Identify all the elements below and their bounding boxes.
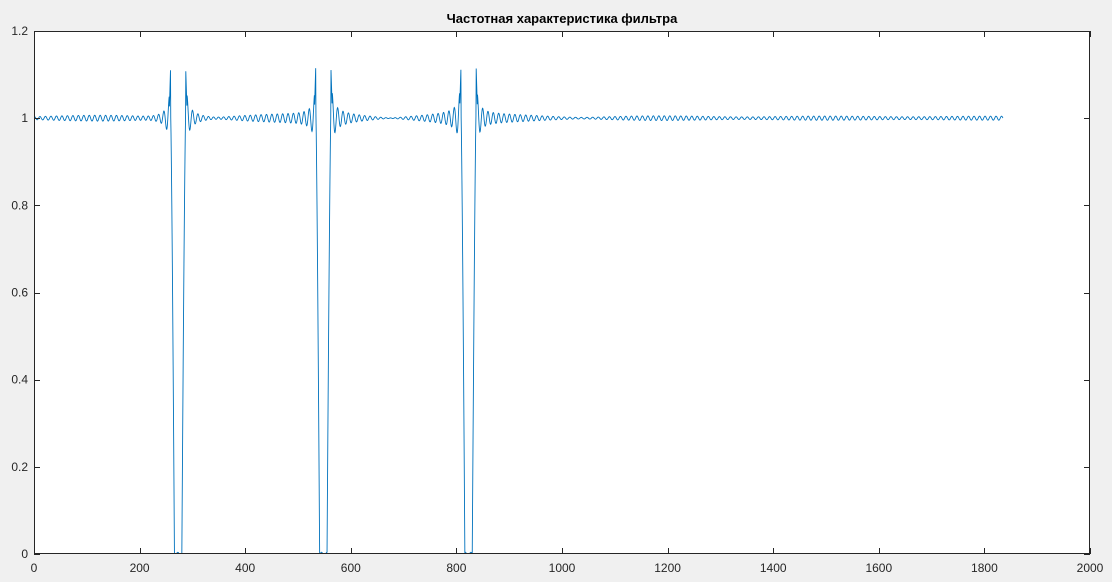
y-tick-label: 0.4	[11, 373, 28, 387]
y-tick-label: 0	[21, 547, 28, 561]
axes: 0 200 400 600 800 1000 1200 1400 1600 1800 2000 0 0.…	[11, 24, 1103, 575]
x-tick-label: 1800	[971, 561, 998, 575]
x-tick-label: 2000	[1077, 561, 1104, 575]
chart-title: Частотная характеристика фильтра	[447, 11, 678, 26]
x-tick-label: 1400	[760, 561, 787, 575]
x-tick-label: 1000	[549, 561, 576, 575]
plot-area	[34, 68, 1004, 554]
y-tick-label: 0.8	[11, 198, 28, 212]
x-tick-label: 0	[31, 561, 38, 575]
axes-background	[34, 31, 1090, 554]
x-tick-label: 1600	[865, 561, 892, 575]
x-tick-label: 200	[130, 561, 150, 575]
x-tick-label: 600	[341, 561, 361, 575]
y-tick-label: 1.2	[11, 24, 28, 38]
response-line	[34, 68, 1004, 554]
y-tick-label: 1	[21, 111, 28, 125]
x-tick-label: 800	[446, 561, 466, 575]
y-tick-label: 0.6	[11, 286, 28, 300]
x-tick-label: 1200	[654, 561, 681, 575]
y-tick-label: 0.2	[11, 460, 28, 474]
x-tick-label: 400	[235, 561, 255, 575]
